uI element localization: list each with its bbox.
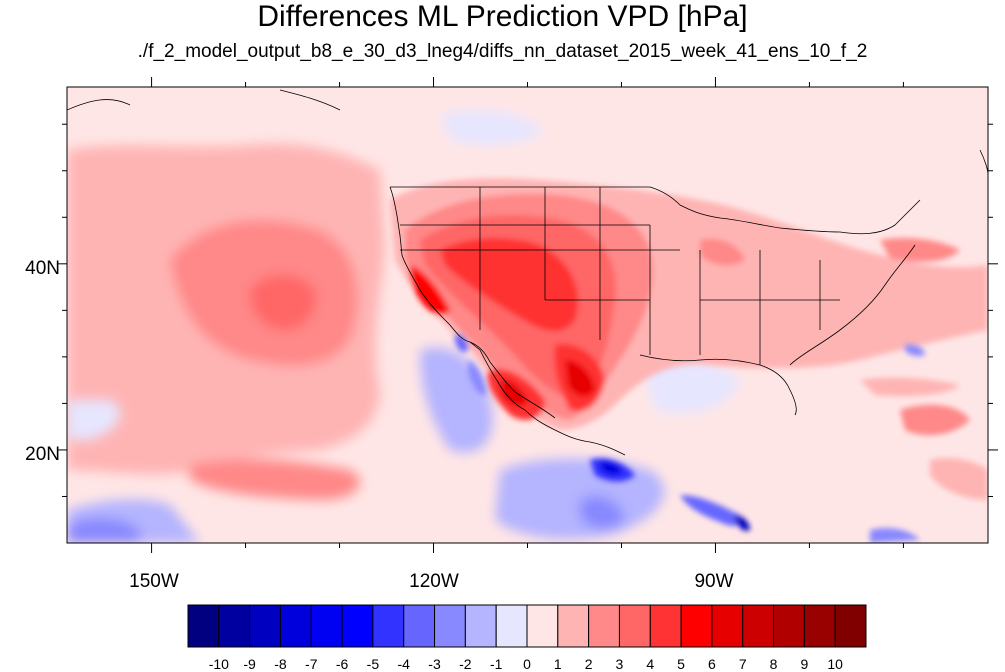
lon-label-150w: 150W <box>129 571 179 592</box>
colorbar-level-label: 1 <box>553 656 562 672</box>
colorbar-swatch <box>434 604 466 648</box>
chart-title: Differences ML Prediction VPD [hPa] <box>257 0 748 33</box>
colorbar-level-label: -7 <box>305 656 318 672</box>
colorbar-swatch <box>372 604 405 648</box>
colorbar-level-label: 6 <box>708 656 716 672</box>
colorbar-level-label: -2 <box>459 656 472 672</box>
colorbar-swatch <box>218 604 251 648</box>
colorbar-swatch <box>310 604 343 648</box>
colorbar-level-label: 0 <box>523 656 531 672</box>
colorbar-swatch <box>803 604 836 648</box>
colorbar-level-label: 5 <box>677 656 685 672</box>
colorbar-level-label: -1 <box>489 656 503 672</box>
lon-label-90w: 90W <box>694 571 734 592</box>
lat-label-40n: 40N <box>25 258 60 279</box>
colorbar-swatch <box>742 604 775 648</box>
colorbar-level-label: -10 <box>208 656 229 672</box>
coastlines <box>67 89 988 456</box>
colorbar-swatch <box>773 604 805 648</box>
colorbar-level-label: 8 <box>769 656 778 672</box>
colorbar-swatch <box>187 604 220 648</box>
colorbar-level-label: -4 <box>397 656 410 672</box>
colorbar-swatch <box>526 604 559 648</box>
colorbar-level-label: -9 <box>243 656 256 672</box>
colorbar-swatch <box>249 604 281 648</box>
colorbar-level-label: -3 <box>428 656 441 672</box>
colorbar-level-label: -6 <box>335 656 349 672</box>
colorbar-level-label: 4 <box>646 656 655 672</box>
colorbar-swatch <box>341 604 374 648</box>
colorbar-swatch <box>495 604 528 648</box>
colorbar-swatch <box>588 604 620 648</box>
colorbar-swatch <box>464 604 497 648</box>
colorbar-swatch <box>618 604 651 648</box>
colorbar-level-label: 2 <box>584 656 593 672</box>
colorbar-swatch <box>403 604 436 648</box>
colorbar-level-label: -5 <box>366 656 380 672</box>
axis-ticks <box>57 77 998 553</box>
colorbar-swatch <box>834 604 867 648</box>
colorbar-swatch <box>680 604 713 648</box>
map-field <box>67 87 988 543</box>
colorbar-swatch <box>711 604 744 648</box>
colorbar-level-label: 9 <box>800 656 809 672</box>
colorbar-level-label: 3 <box>615 656 624 672</box>
chart-subtitle: ./f_2_model_output_b8_e_30_d3_lneg4/diff… <box>137 41 868 62</box>
lon-label-120w: 120W <box>409 571 459 592</box>
colorbar-swatch <box>649 604 682 648</box>
colorbar-level-label: 10 <box>827 656 843 672</box>
colorbar-swatch <box>279 604 312 648</box>
colorbar-level-label: -8 <box>274 656 287 672</box>
lat-label-20n: 20N <box>25 444 60 465</box>
colorbar-level-label: 7 <box>738 656 747 672</box>
colorbar-swatch <box>557 604 590 648</box>
